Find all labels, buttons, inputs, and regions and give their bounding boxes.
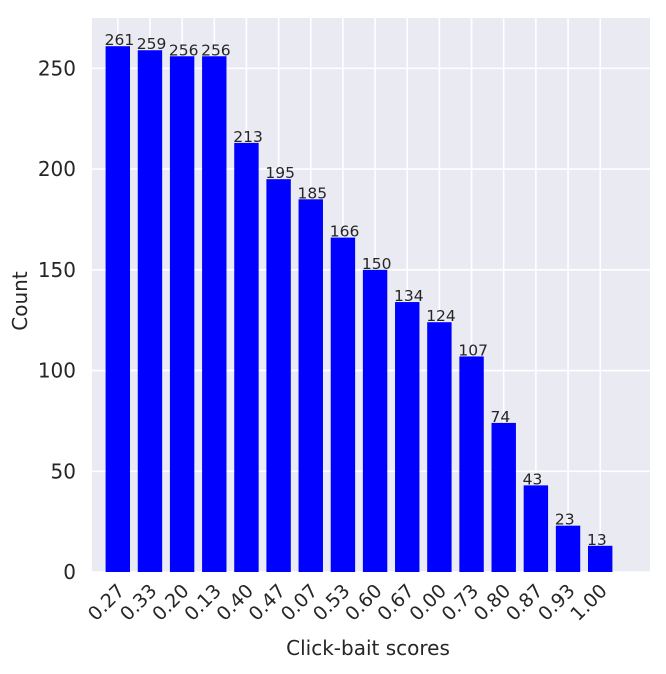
bar-value-label: 195	[265, 164, 295, 182]
x-axis-title: Click-bait scores	[286, 636, 450, 660]
bar	[491, 422, 516, 572]
y-tick-label: 200	[38, 157, 76, 181]
bar	[202, 56, 227, 572]
bar	[105, 46, 130, 573]
bar	[588, 545, 613, 572]
bar	[523, 485, 549, 572]
bar-value-label: 261	[105, 31, 135, 49]
bar	[459, 356, 484, 572]
data-labels: 261 259 256 2562131951851661501341241077443…	[105, 31, 607, 549]
bar-value-label: 107	[458, 341, 488, 359]
bar	[330, 237, 356, 572]
bar-value-label: 13	[587, 531, 607, 549]
bar	[266, 179, 291, 572]
y-tick-label: 250	[38, 56, 76, 80]
bar-value-label: 166	[330, 223, 360, 241]
x-tick-label: 1.00	[566, 580, 611, 625]
bar	[234, 142, 259, 572]
bar-value-label: 124	[426, 307, 456, 325]
bar-value-label: 134	[394, 287, 424, 305]
bar-value-label: 43	[523, 470, 543, 488]
bar-value-label: 213	[233, 128, 263, 146]
bar	[169, 56, 195, 572]
bar-value-label: 185	[298, 184, 328, 202]
bars	[105, 46, 613, 573]
bar-value-label: 150	[362, 255, 392, 273]
bar	[555, 525, 581, 572]
y-tick-label: 50	[51, 459, 76, 483]
bar-value-label: 74	[491, 408, 511, 426]
y-tick-label: 150	[38, 258, 76, 282]
x-axis-ticks: 0.270.330.200.130.400.470.070.530.600.67…	[84, 580, 612, 625]
bar	[298, 199, 323, 573]
bar	[362, 269, 388, 572]
bar-value-label: 256	[169, 41, 199, 59]
bar	[427, 322, 452, 572]
bar-value-label: 256	[201, 41, 231, 59]
bar	[137, 50, 163, 572]
y-tick-label: 100	[38, 359, 76, 383]
bar	[395, 302, 420, 572]
bar-value-label: 259	[137, 35, 167, 53]
y-tick-label: 0	[63, 560, 76, 584]
y-axis-title: Count	[8, 271, 32, 331]
y-axis-ticks: 0 50 100 150 200 250	[38, 56, 76, 584]
bar-value-label: 23	[555, 511, 575, 529]
